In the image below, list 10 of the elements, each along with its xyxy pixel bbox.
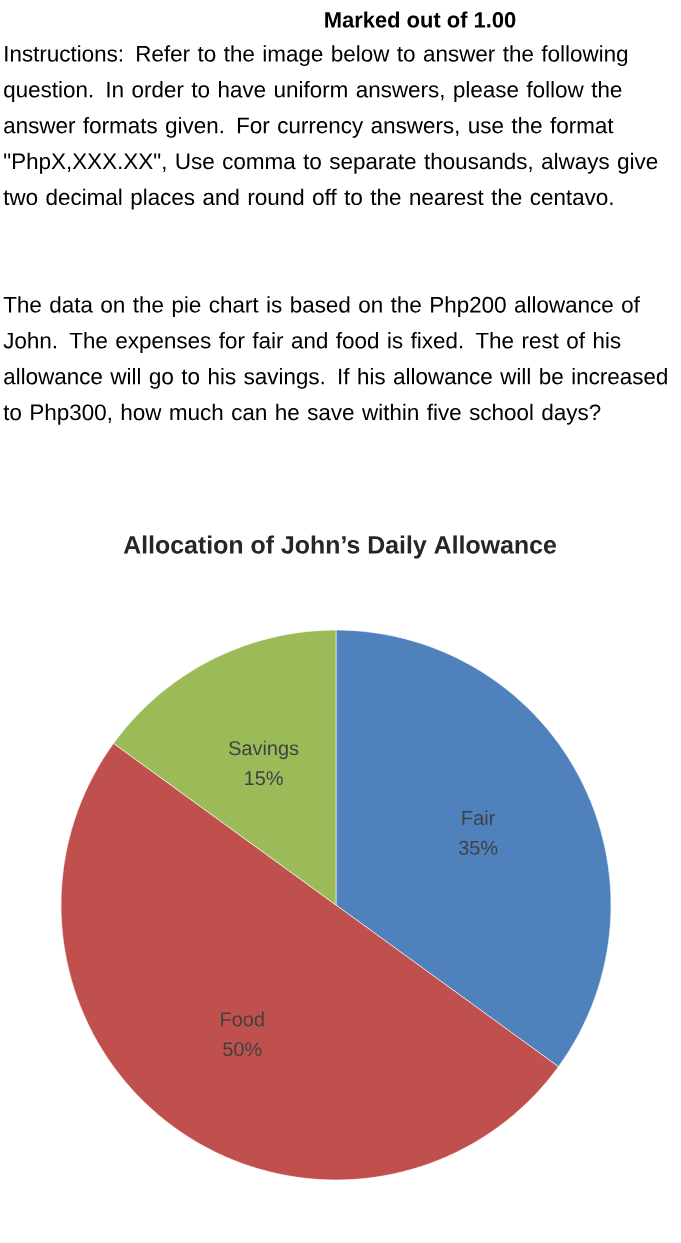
data-label: 50% [223, 1042, 262, 1057]
slice-label: Fair [462, 810, 495, 825]
slice-label: Savings [229, 740, 299, 760]
text: Marked out of 1.00 [325, 11, 516, 28]
data-label: 15% [245, 771, 283, 786]
slice-label: Food [221, 1011, 264, 1027]
text: The data on the pie chart is based on the Php200 allowance of John. The expenses for fair and food is fixed. The rest of his allowance will go to his savings. If his allowance will be increased to Php300, how much can he save within five school days? [3, 296, 667, 425]
data-label: 35% [458, 840, 498, 855]
chart-title: Allocation of John’s Daily Allowance [123, 535, 556, 559]
text: Instructions: Refer to the image below to answer the following question. In order to have uniform answers, please follow the answer formats given. For currency answers, use the format "PhpX,XXX.XX", Use comma to separate thousands, always give two decimal places and round off to the nearest the centavo. [3, 45, 658, 210]
